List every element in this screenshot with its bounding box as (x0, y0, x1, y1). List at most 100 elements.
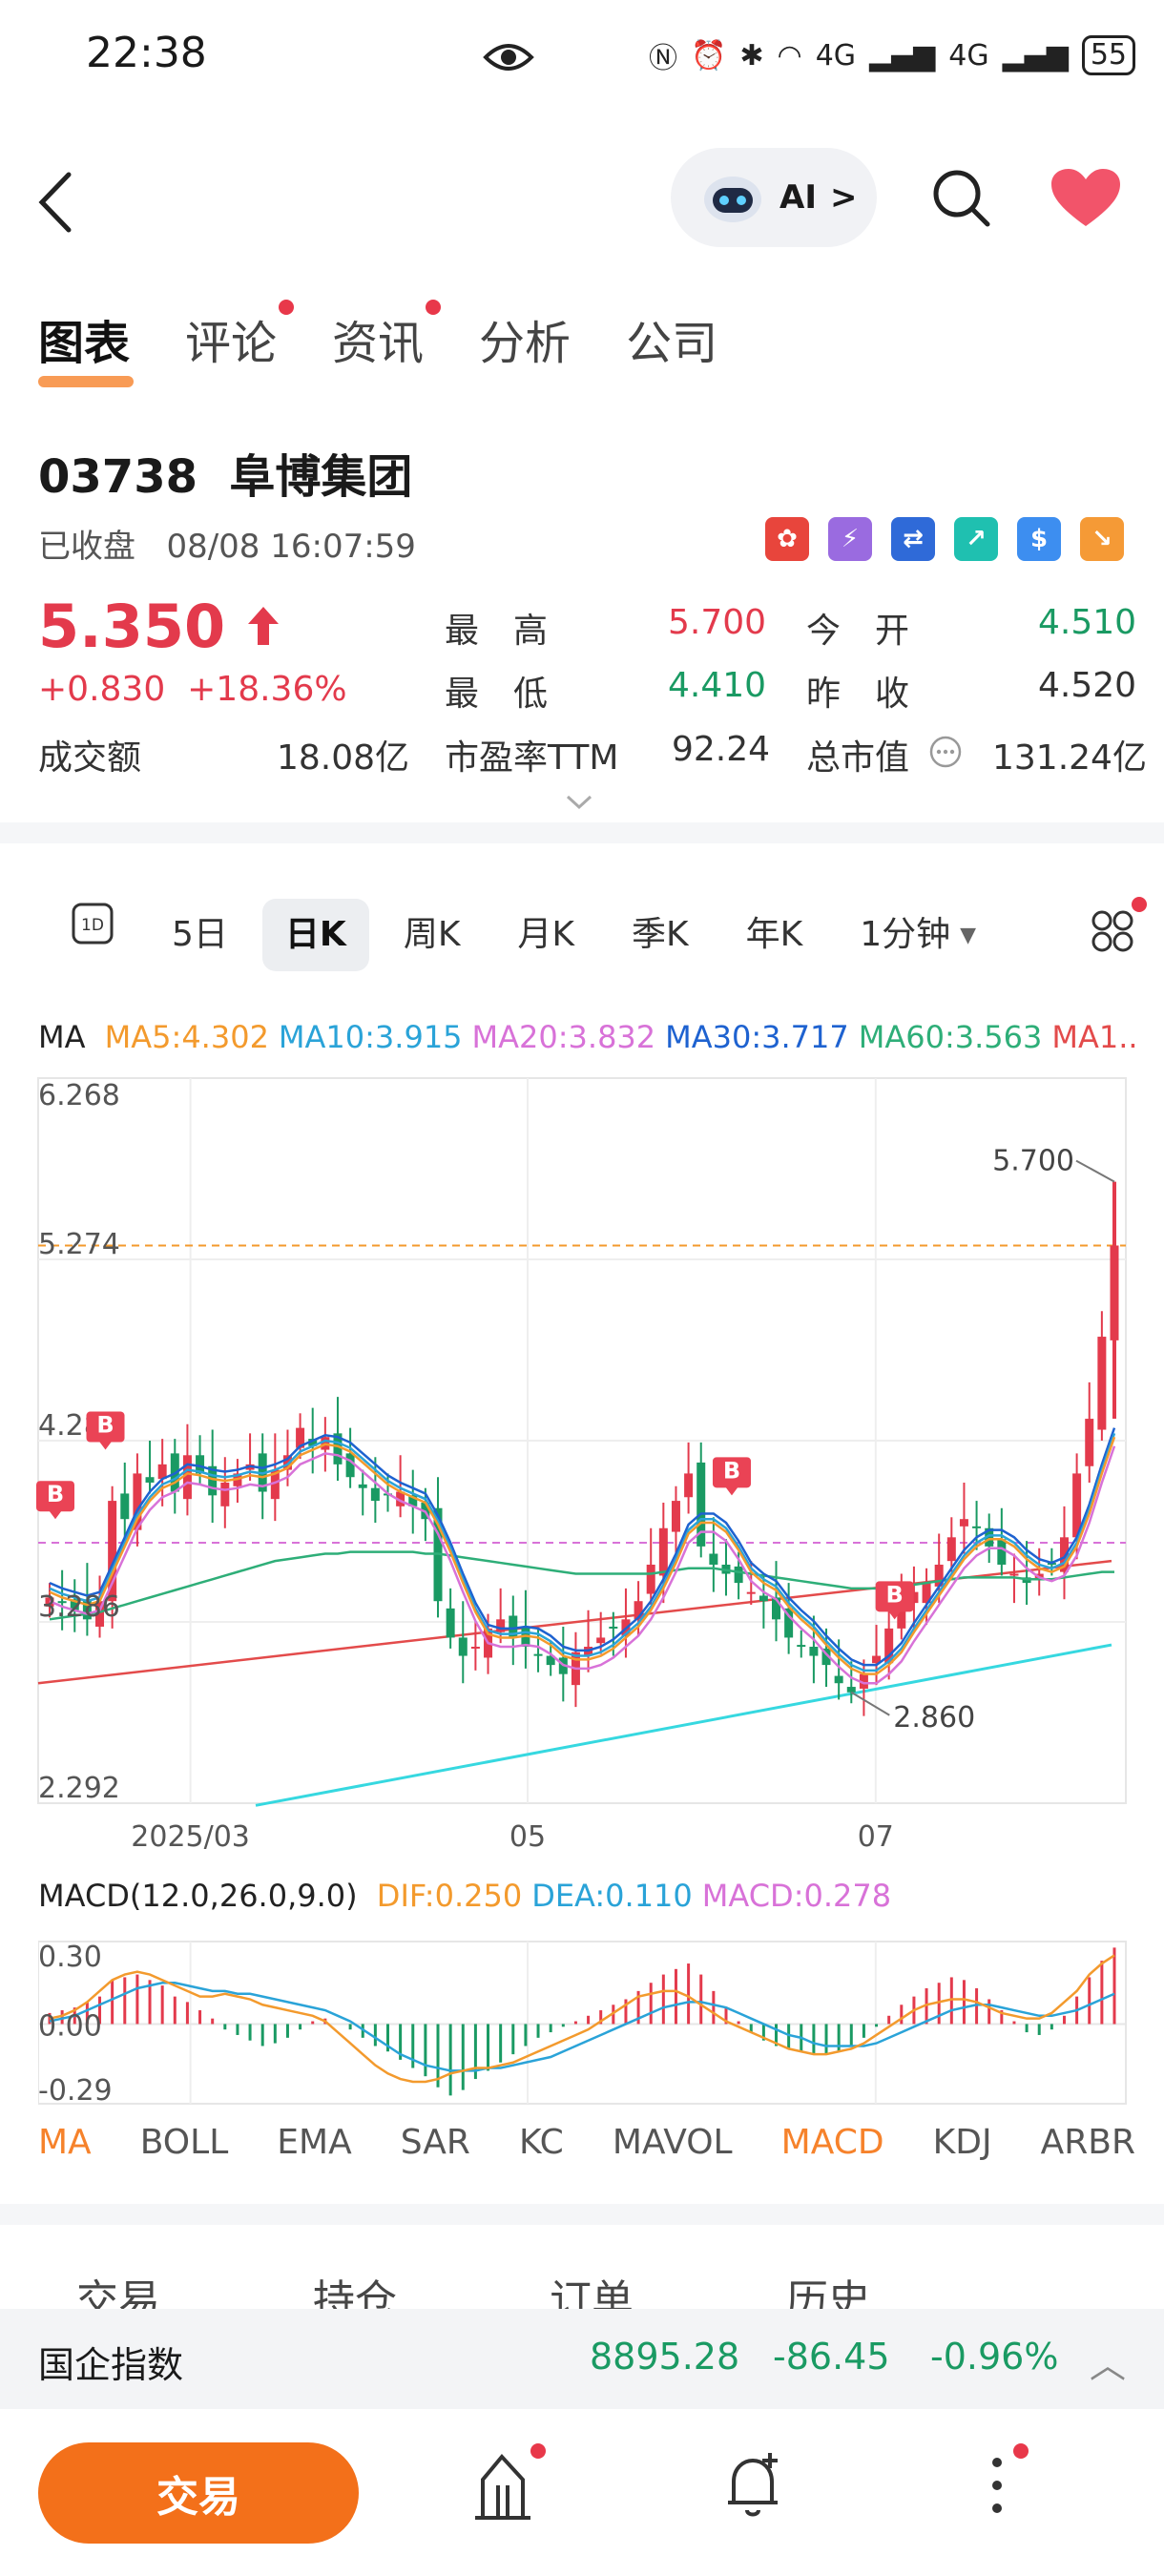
wifi-icon: ◠ (777, 38, 802, 73)
macd_legend-item-1: DEA:0.110 (531, 1878, 693, 1914)
tab-1[interactable]: 评论 (185, 300, 295, 391)
buy-marker-label: B (723, 1457, 740, 1484)
notification-dot (426, 300, 442, 315)
notification-dot (279, 300, 295, 315)
candle-body (70, 1599, 79, 1610)
search-icon (933, 170, 990, 227)
back-button[interactable] (36, 169, 74, 236)
quote-datetime: 08/08 16:07:59 (166, 528, 416, 566)
alarm-icon: ⏰ (691, 38, 727, 73)
candle-body (57, 1601, 67, 1604)
more-vertical-icon (992, 2458, 1002, 2513)
candle-body (82, 1599, 92, 1620)
tab-4[interactable]: 公司 (626, 317, 718, 370)
last-price: 5.350 (38, 592, 281, 661)
market-icons: ✿ ⚡ ⇄ ↗ $ ↘ (765, 517, 1124, 561)
more-info-icon[interactable] (928, 735, 963, 773)
candle-body (746, 1591, 756, 1594)
candle-body (658, 1527, 668, 1576)
candle-body (972, 1526, 982, 1528)
buy-marker-label: B (886, 1581, 904, 1608)
more-button[interactable] (983, 2443, 1029, 2527)
period-0[interactable]: 5日 (172, 915, 228, 954)
candle-body (220, 1482, 230, 1506)
candle-body (909, 1591, 919, 1604)
candle-body (809, 1646, 819, 1656)
indicator-tab-2[interactable]: EMA (277, 2123, 352, 2162)
candle-body (596, 1637, 606, 1644)
calendar-1d-icon: 1D (72, 903, 114, 945)
bluetooth-icon: ✱ (739, 38, 764, 73)
candle-body (1072, 1473, 1082, 1538)
period-5[interactable]: 年K (745, 915, 803, 954)
toggle-1d-button[interactable]: 1D (48, 899, 137, 971)
dollar-icon[interactable]: $ (1017, 517, 1061, 561)
index-ticker-bar[interactable]: 国企指数 8895.28 -86.45 -0.96% ︿ (0, 2309, 1164, 2409)
indicator-tab-7[interactable]: KDJ (932, 2123, 992, 2162)
stock-compare-button[interactable] (469, 2443, 546, 2527)
indicator-tab-4[interactable]: KC (519, 2123, 564, 2162)
candle-body (646, 1564, 655, 1594)
hk-flag-icon[interactable]: ✿ (765, 517, 809, 561)
candle-body (872, 1655, 882, 1664)
search-button[interactable] (930, 167, 993, 234)
candle-body (772, 1597, 781, 1620)
change-value: +0.830 (38, 670, 166, 709)
chevron-up-icon[interactable]: ︿ (1090, 2344, 1127, 2386)
layout-grid-button[interactable] (1090, 896, 1147, 963)
notification-dot (530, 2443, 546, 2459)
battery-icon: 55 (1081, 35, 1135, 75)
turnover-value: 18.08亿 (277, 738, 410, 778)
favorite-button[interactable] (1050, 167, 1122, 234)
ma10-line (49, 1432, 1116, 1672)
candle-body (897, 1610, 906, 1629)
macd-chart[interactable]: 0.30 0.00 -0.29 (38, 1937, 1135, 2109)
indicator-tab-1[interactable]: BOLL (139, 2123, 229, 2162)
period-selector: 1D 5日 日K 周K 月K 季K 年K 1分钟 ▼ (48, 896, 1147, 971)
section-divider (0, 822, 1164, 843)
mktcap-value: 131.24亿 (992, 738, 1147, 778)
candle-body (834, 1675, 843, 1684)
shuffle-icon[interactable]: ⇄ (891, 517, 935, 561)
tab-3[interactable]: 分析 (479, 317, 572, 370)
ma-legend[interactable]: MA MA5:4.302 MA10:3.915 MA20:3.832 MA30:3.7… (38, 1019, 1135, 1055)
ma_legend-item-2: MA20:3.832 (471, 1019, 656, 1055)
macd-legend[interactable]: MACD(12.0,26.0,9.0) DIF:0.250 DEA:0.110 MA… (38, 1878, 891, 1914)
indicator-tab-3[interactable]: SAR (400, 2123, 470, 2162)
level2-icon[interactable]: ⚡ (828, 517, 872, 561)
period-3[interactable]: 月K (517, 915, 575, 954)
expand-button[interactable] (565, 794, 593, 815)
x-tick-label: 07 (858, 1820, 894, 1854)
candle-body (946, 1537, 956, 1562)
high-marker-leader (1075, 1159, 1115, 1183)
price-alert-button[interactable] (720, 2447, 787, 2527)
period-2[interactable]: 周K (403, 915, 461, 954)
chart-down-icon[interactable]: ↘ (1080, 517, 1124, 561)
period-4[interactable]: 季K (632, 915, 689, 954)
ai-assistant-button[interactable]: AI > (671, 148, 877, 247)
candle-body (709, 1553, 718, 1565)
trend-icon[interactable]: ↗ (954, 517, 998, 561)
indicator-tab-8[interactable]: ARBR (1040, 2123, 1135, 2162)
ai-label: AI (779, 178, 817, 217)
tab-0[interactable]: 图表 (38, 305, 135, 391)
network-label: 4G (815, 38, 857, 73)
dropdown-caret-icon: ▼ (960, 923, 977, 947)
period-1[interactable]: 日K (261, 899, 369, 971)
indicator-tab-6[interactable]: MACD (780, 2123, 884, 2162)
ma5-line (49, 1436, 1116, 1675)
tab-2[interactable]: 资讯 (332, 300, 442, 391)
trade-button[interactable]: 交易 (38, 2442, 359, 2544)
indicator-tab-5[interactable]: MAVOL (612, 2123, 733, 2162)
candle-body (1009, 1573, 1019, 1576)
period-6[interactable]: 1分钟 (860, 915, 951, 954)
candle-body (609, 1626, 618, 1629)
pe-value: 92.24 (672, 730, 771, 769)
candle-body (634, 1601, 643, 1620)
candle-body (759, 1595, 768, 1602)
indicator-tab-0[interactable]: MA (38, 2123, 92, 2162)
macd_legend-item-0: DIF:0.250 (376, 1878, 523, 1914)
network-label-2: 4G (948, 38, 989, 73)
ma_legend-item-4: MA60:3.563 (858, 1019, 1043, 1055)
